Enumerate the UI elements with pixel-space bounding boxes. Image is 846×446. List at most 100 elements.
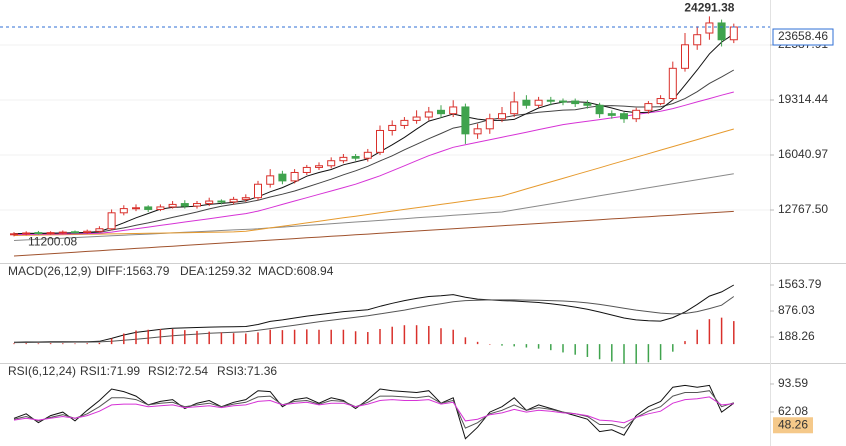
last-price-box <box>772 28 834 46</box>
candle-body <box>241 197 250 200</box>
candle-body <box>156 206 165 210</box>
candle-body <box>693 34 702 46</box>
candle-body <box>46 232 55 235</box>
moving-average-line <box>13 173 734 241</box>
candle-body <box>571 100 580 105</box>
macd-bar <box>611 344 613 362</box>
candle-body <box>71 231 79 234</box>
candle-body <box>351 156 360 159</box>
candle-body <box>10 233 18 236</box>
macd-bar <box>452 329 454 345</box>
macd-bar <box>659 344 662 360</box>
panel-title: RSI(6,12,24) <box>8 364 76 378</box>
marker-box <box>773 417 813 434</box>
candle-body <box>620 113 628 120</box>
candle-body <box>668 67 677 100</box>
candle-body <box>583 103 592 106</box>
candle-body <box>522 99 531 106</box>
macd-bar <box>171 328 174 345</box>
candle-body <box>290 171 299 182</box>
macd-line <box>13 284 735 343</box>
macd-bar <box>13 343 15 345</box>
macd-bar <box>184 330 186 345</box>
macd-bar <box>428 325 430 345</box>
candle-body <box>327 160 336 167</box>
moving-average-line <box>13 33 735 235</box>
candle-body <box>144 206 153 210</box>
macd-bar <box>232 333 235 345</box>
marker-label: 48.26 <box>778 417 808 431</box>
candle-body <box>217 200 226 203</box>
macd-bar <box>147 329 149 345</box>
candle-body <box>168 203 177 208</box>
macd-bar <box>476 341 479 345</box>
candle-body <box>278 173 287 182</box>
macd-bar <box>562 344 564 353</box>
candle-body <box>681 44 689 69</box>
macd-bar <box>135 330 137 345</box>
candle-body <box>595 104 604 115</box>
macd-bar <box>245 333 247 345</box>
macd-bar <box>525 344 528 348</box>
moving-average-line <box>13 69 735 235</box>
candle-body <box>437 109 445 115</box>
macd-bar <box>672 344 674 352</box>
macd-bar <box>293 329 296 345</box>
macd-bar <box>281 330 284 345</box>
y-tick-label: 16040.97 <box>778 147 828 161</box>
macd-bar <box>342 329 345 345</box>
candle-body <box>315 165 323 168</box>
candle-body <box>34 232 43 235</box>
macd-bar <box>123 333 125 345</box>
candle-body <box>546 99 555 102</box>
macd-bar <box>501 344 503 346</box>
candle-body <box>510 101 519 115</box>
rsi-line <box>13 384 735 440</box>
macd-bar <box>196 330 198 345</box>
macd-bar <box>354 331 357 345</box>
candle-body <box>339 156 348 162</box>
macd-bar <box>647 344 650 363</box>
candle-body <box>607 113 616 116</box>
macd-bar <box>391 326 393 345</box>
macd-bar <box>586 344 589 357</box>
macd-bar <box>367 332 369 345</box>
candle-body <box>83 230 92 233</box>
y-tick-label: 19314.44 <box>778 92 828 106</box>
macd-bar <box>62 343 64 345</box>
moving-average-line <box>13 210 734 257</box>
panel-title: MACD(26,12,9) <box>8 264 91 278</box>
macd-bar <box>25 343 27 345</box>
macd-bar <box>208 331 210 345</box>
candle-body <box>717 22 726 41</box>
y-tick-label: 12767.50 <box>778 202 828 216</box>
candle-body <box>632 109 641 120</box>
legend-entry: MACD:608.94 <box>258 264 334 278</box>
macd-bar <box>306 329 308 345</box>
candle-body <box>461 106 470 135</box>
candle-body <box>473 128 482 135</box>
candle-body <box>449 106 458 115</box>
candle-body <box>424 111 433 118</box>
macd-bar <box>159 328 162 345</box>
macd-bar <box>403 325 406 345</box>
candle-body <box>729 26 738 41</box>
moving-average-line <box>13 128 734 236</box>
macd-bar <box>37 343 40 345</box>
macd-bar <box>440 328 442 345</box>
macd-bar <box>623 344 625 364</box>
macd-bar <box>537 344 540 349</box>
macd-bar <box>684 341 686 345</box>
candle-body <box>193 203 201 207</box>
candle-body <box>58 231 67 234</box>
candle-body <box>559 100 567 103</box>
legend-entry: RSI2:72.54 <box>148 364 208 378</box>
candle-body <box>388 124 397 131</box>
candle-body <box>119 208 128 214</box>
legend-entry: DIFF:1563.79 <box>96 264 170 278</box>
macd-bar <box>550 344 552 351</box>
macd-bar <box>574 344 576 355</box>
rsi-line <box>13 390 734 429</box>
moving-average-line <box>13 91 734 236</box>
